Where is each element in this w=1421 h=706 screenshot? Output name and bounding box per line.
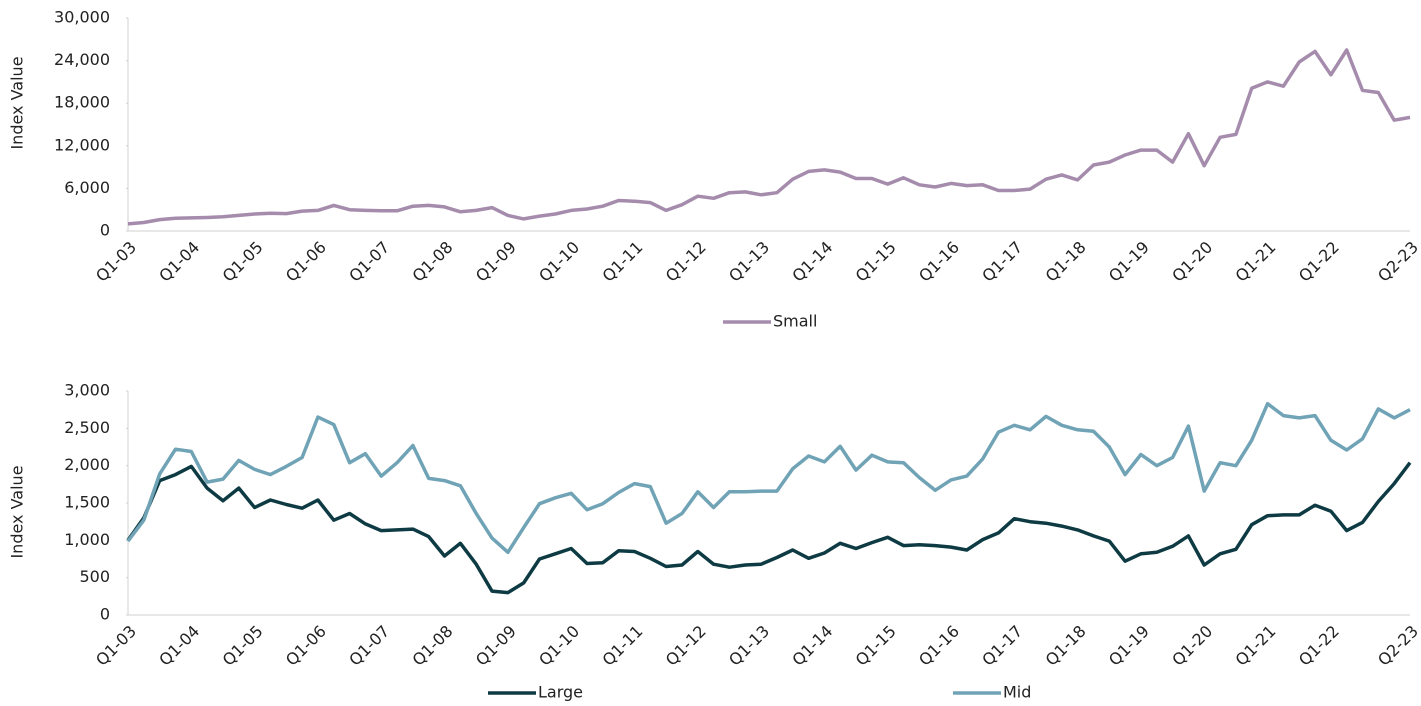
x-tick-label: Q1-20 xyxy=(1168,622,1216,670)
x-tick-label: Q1-15 xyxy=(852,622,900,670)
y-tick-label: 6,000 xyxy=(64,178,110,197)
x-tick-label: Q1-21 xyxy=(1232,622,1280,670)
y-axis-label: Index Value xyxy=(8,465,27,558)
x-tick-label: Q1-16 xyxy=(915,622,963,670)
x-tick-label: Q1-12 xyxy=(662,238,710,286)
x-tick-label: Q1-05 xyxy=(219,238,267,286)
series-line xyxy=(127,48,1411,226)
x-tick-label: Q1-13 xyxy=(725,622,773,670)
y-tick-label: 2,000 xyxy=(64,455,110,474)
x-tick-label: Q1-04 xyxy=(155,622,203,670)
x-tick-label: Q1-03 xyxy=(92,622,140,670)
x-tick-label: Q1-08 xyxy=(409,238,457,286)
legend-label: Large xyxy=(538,683,583,702)
x-tick-label: Q1-17 xyxy=(978,238,1026,286)
x-tick-label: Q1-19 xyxy=(1105,622,1153,670)
x-tick-label: Q1-06 xyxy=(282,238,330,286)
x-tick-label: Q1-16 xyxy=(915,238,963,286)
x-tick-label: Q1-06 xyxy=(282,622,330,670)
x-tick-label: Q1-22 xyxy=(1295,238,1343,286)
x-tick-label: Q1-22 xyxy=(1295,622,1343,670)
y-tick-label: 3,000 xyxy=(64,381,110,400)
x-tick-label: Q1-20 xyxy=(1168,238,1216,286)
x-tick-label: Q1-03 xyxy=(92,238,140,286)
x-tick-label: Q1-07 xyxy=(345,238,393,286)
x-tick-label: Q1-11 xyxy=(598,622,646,670)
x-tick-label: Q2-23 xyxy=(1374,238,1421,286)
series-line xyxy=(126,461,1412,595)
x-tick-label: Q1-05 xyxy=(219,622,267,670)
x-tick-label: Q1-18 xyxy=(1042,238,1090,286)
y-axis-label: Index Value xyxy=(8,56,27,149)
legend-label: Small xyxy=(773,312,817,331)
x-tick-label: Q1-14 xyxy=(788,622,836,670)
x-tick-label: Q1-09 xyxy=(472,622,520,670)
y-tick-label: 24,000 xyxy=(54,50,110,69)
x-tick-label: Q1-17 xyxy=(978,622,1026,670)
y-tick-label: 18,000 xyxy=(54,93,110,112)
x-tick-label: Q1-18 xyxy=(1042,622,1090,670)
y-tick-label: 30,000 xyxy=(54,8,110,27)
x-tick-label: Q2-23 xyxy=(1374,622,1421,670)
x-tick-label: Q1-07 xyxy=(345,622,393,670)
x-tick-label: Q1-04 xyxy=(155,238,203,286)
y-tick-label: 2,500 xyxy=(64,418,110,437)
y-tick-label: 1,500 xyxy=(64,493,110,512)
x-tick-label: Q1-15 xyxy=(852,238,900,286)
x-tick-label: Q1-13 xyxy=(725,238,773,286)
y-tick-label: 0 xyxy=(100,221,110,240)
x-tick-label: Q1-19 xyxy=(1105,238,1153,286)
y-tick-label: 12,000 xyxy=(54,135,110,154)
x-tick-label: Q1-10 xyxy=(535,622,583,670)
y-tick-label: 500 xyxy=(79,567,110,586)
y-tick-label: 1,000 xyxy=(64,530,110,549)
x-tick-label: Q1-09 xyxy=(472,238,520,286)
x-tick-label: Q1-10 xyxy=(535,238,583,286)
x-tick-label: Q1-11 xyxy=(598,238,646,286)
y-tick-label: 0 xyxy=(100,605,110,624)
x-tick-label: Q1-21 xyxy=(1232,238,1280,286)
legend-label: Mid xyxy=(1003,683,1031,702)
x-tick-label: Q1-12 xyxy=(662,622,710,670)
series-line xyxy=(126,401,1411,555)
x-tick-label: Q1-14 xyxy=(788,238,836,286)
x-tick-label: Q1-08 xyxy=(409,622,457,670)
